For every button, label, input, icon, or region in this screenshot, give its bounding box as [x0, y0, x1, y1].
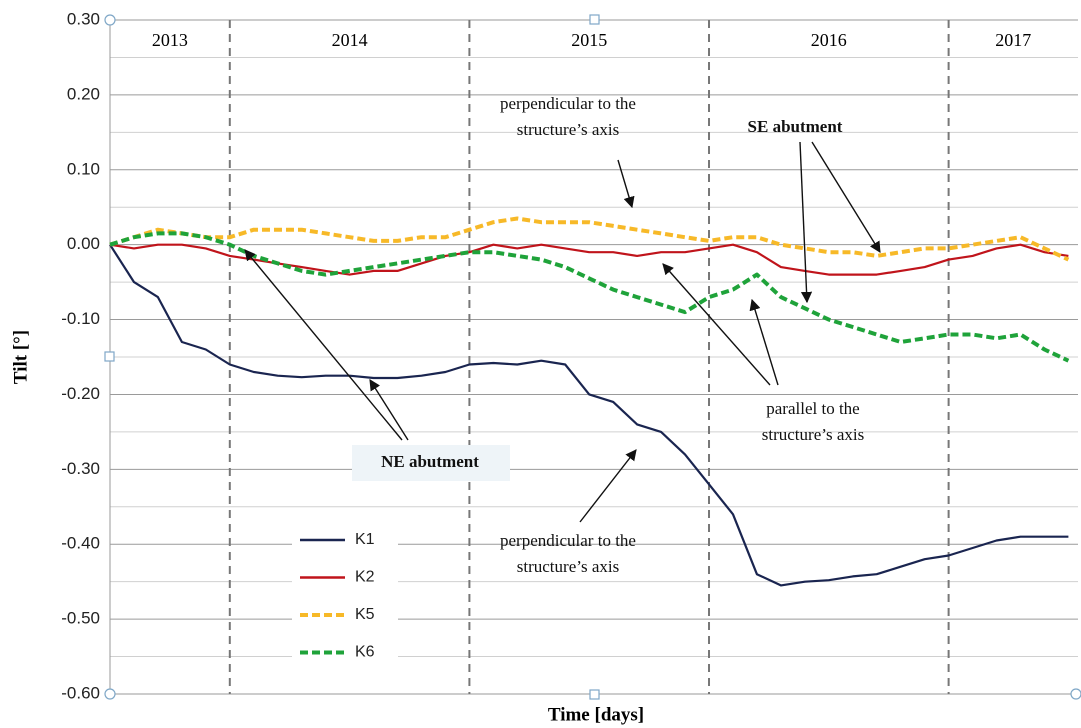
- annotation: SE abutment: [748, 117, 843, 136]
- year-label: 2014: [332, 30, 368, 50]
- series-line: [109, 216, 1070, 262]
- annotation: parallel to the: [766, 399, 859, 418]
- grid: 0.30 0.20 0.10 0.00 -0.10 -0.20 -0.30 -0.40 -0.5…: [61, 9, 1078, 702]
- handle: [589, 14, 600, 25]
- arrow: [811, 141, 881, 253]
- legend-label: K5: [355, 606, 375, 623]
- y-tick-label: -0.60: [61, 683, 100, 702]
- legend-label: K6: [355, 644, 375, 661]
- series-line: [109, 243, 1069, 276]
- handle: [1070, 688, 1081, 700]
- year-label: 2017: [995, 30, 1031, 50]
- handle: [104, 14, 116, 26]
- arrow: [579, 449, 637, 523]
- series: [109, 216, 1070, 587]
- legend-box: [292, 522, 398, 666]
- annotations: perpendicular to the structure’s axis SE…: [381, 94, 864, 576]
- year-label: 2015: [571, 30, 607, 50]
- arrow: [244, 249, 403, 441]
- handle: [104, 351, 115, 362]
- year-label: 2016: [811, 30, 847, 50]
- y-tick-label: 0.30: [67, 9, 100, 28]
- legend-label: K1: [355, 531, 375, 548]
- annotation: NE abutment: [381, 452, 479, 471]
- y-tick-label: -0.40: [61, 534, 100, 553]
- arrow: [617, 159, 635, 209]
- annotation: perpendicular to the: [500, 94, 636, 113]
- y-tick-label: -0.30: [61, 459, 100, 478]
- arrow: [662, 263, 771, 386]
- y-axis-label: Tilt [°]: [10, 330, 31, 384]
- y-tick-label: 0.10: [67, 159, 100, 178]
- annotation: structure’s axis: [517, 120, 619, 139]
- handles: [104, 14, 1081, 700]
- year-label: 2013: [152, 30, 188, 50]
- y-tick-label: -0.10: [61, 309, 100, 328]
- arrow: [369, 379, 409, 441]
- annotation: structure’s axis: [517, 557, 619, 576]
- y-tick-label: 0.00: [67, 234, 100, 253]
- y-tick-label: -0.50: [61, 609, 100, 628]
- annotation: perpendicular to the: [500, 531, 636, 550]
- y-tick-label: 0.20: [67, 84, 100, 103]
- annotation: structure’s axis: [762, 425, 864, 444]
- legend: K1 K2 K5 K6: [300, 531, 375, 661]
- legend-label: K2: [355, 569, 375, 586]
- handle: [104, 688, 116, 700]
- arrows: [244, 141, 881, 523]
- series-line: [109, 244, 1069, 587]
- arrow: [749, 298, 779, 386]
- arrow: [799, 141, 813, 304]
- x-axis-label: Time [days]: [548, 704, 644, 725]
- y-tick-label: -0.20: [61, 384, 100, 403]
- label-box: [352, 445, 510, 481]
- handle: [589, 689, 600, 700]
- series-line: [109, 231, 1070, 363]
